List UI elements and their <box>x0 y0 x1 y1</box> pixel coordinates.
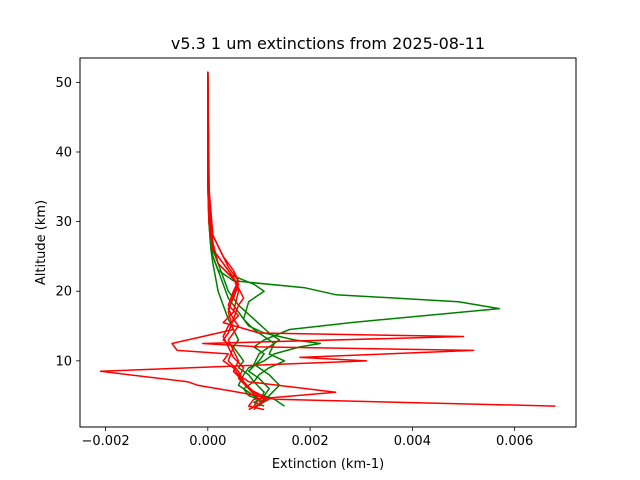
series-line-4 <box>207 71 322 404</box>
x-axis: −0.002 0.000 0.002 0.004 0.006 <box>82 427 533 449</box>
y-tick-label: 10 <box>55 354 72 369</box>
x-tick-label: 0.004 <box>394 434 431 449</box>
y-axis: 10 20 30 40 50 <box>55 76 80 369</box>
plot-frame <box>79 57 577 428</box>
x-tick-label: 0.002 <box>291 434 328 449</box>
series-layer <box>99 71 556 411</box>
y-tick-label: 50 <box>55 76 72 91</box>
y-tick-label: 30 <box>55 215 72 230</box>
y-tick-label: 40 <box>55 145 72 160</box>
chart-title: v5.3 1 um extinctions from 2025-08-11 <box>171 34 485 53</box>
series-line-10 <box>207 71 270 411</box>
y-axis-label: Altitude (km) <box>34 200 49 285</box>
x-tick-label: −0.002 <box>82 434 130 449</box>
plot-area <box>80 58 576 427</box>
x-axis-label: Extinction (km-1) <box>272 457 384 472</box>
x-tick-label: 0.000 <box>189 434 226 449</box>
x-tick-label: 0.006 <box>496 434 533 449</box>
series-line-9 <box>207 71 260 407</box>
y-tick-label: 20 <box>55 285 72 300</box>
